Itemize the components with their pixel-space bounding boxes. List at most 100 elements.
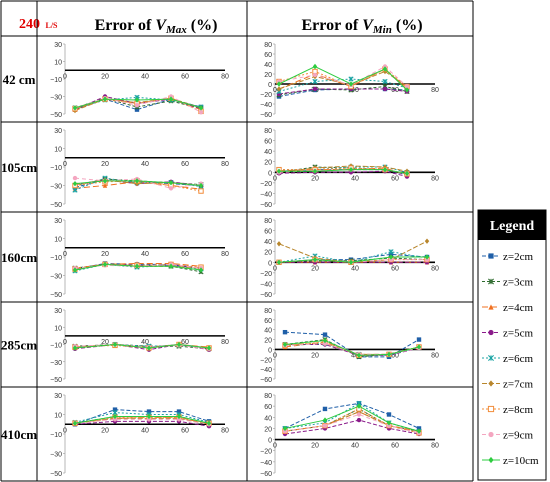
x-tick-label: 20 [101,427,109,434]
y-tick-label: −50 [50,292,62,299]
data-point [276,86,282,92]
data-point [388,254,394,260]
data-point [146,409,152,414]
x-tick-label: 60 [391,265,399,272]
x-tick-label: 20 [311,443,319,450]
x-tick-label: 60 [391,443,399,450]
y-tick-label: −30 [50,274,62,281]
y-tick-label: 80 [264,42,272,49]
data-point [322,417,328,423]
x-tick-label: 20 [101,161,109,168]
data-point [168,263,174,269]
y-tick-label: 10 [54,60,62,67]
series-line [74,177,202,189]
y-tick-label: −10 [50,432,62,439]
x-tick-label: 0 [63,339,67,346]
data-point [488,253,494,259]
series-line [74,263,202,271]
data-point [488,431,494,438]
y-tick-label: −20 [260,92,272,99]
y-tick-label: −60 [260,471,272,478]
x-tick-label: 40 [351,265,359,272]
y-tick-label: −20 [260,181,272,188]
data-point [382,66,388,72]
data-point [322,337,328,344]
y-tick-label: −40 [260,281,272,288]
x-tick-label: 80 [221,251,229,258]
series-line [284,339,420,358]
data-point [404,87,410,93]
data-point [382,78,388,85]
y-tick-label: −30 [50,360,62,367]
data-point [102,178,108,184]
data-point [404,84,410,89]
data-point [112,341,118,348]
data-point [282,429,288,434]
y-tick-label: −40 [260,460,272,467]
x-tick-label: 20 [311,265,319,272]
chart-0: 30 10 −10 −30 −50 0 20 40 60 80 [50,42,229,119]
data-point [282,341,288,348]
chart-8: 30 10 −10 −30 −50 0 20 40 60 80 [50,393,229,478]
legend-entry: z=5cm [503,328,533,340]
y-tick-label: −60 [260,112,272,119]
y-tick-label: 20 [264,72,272,79]
x-tick-label: 60 [181,251,189,258]
y-tick-label: 20 [264,250,272,257]
y-tick-label: −60 [260,292,272,299]
data-point [312,168,318,174]
x-tick-label: 0 [63,427,67,434]
data-point [382,166,388,173]
data-point [488,456,494,464]
data-point [72,187,78,193]
data-point [168,186,174,191]
x-tick-label: 80 [431,87,439,94]
legend-entry: z=10cm [503,455,539,467]
data-point [72,175,78,181]
row-label: 410cm [1,427,37,442]
data-point [487,405,495,413]
x-tick-label: 0 [63,73,67,80]
x-tick-label: 40 [141,161,149,168]
y-tick-label: 80 [264,393,272,400]
data-point [134,97,140,103]
legend-entry: z=9cm [503,430,533,442]
x-tick-label: 40 [351,443,359,450]
data-point [488,304,494,310]
data-point [176,341,182,348]
data-point [386,420,392,426]
series-line [74,343,210,350]
y-tick-label: 30 [54,393,62,400]
y-tick-label: 80 [264,218,272,225]
data-point [322,341,328,346]
y-tick-label: 40 [264,239,272,246]
data-point [176,409,182,414]
x-tick-label: 80 [221,427,229,434]
y-tick-label: 20 [264,338,272,345]
x-tick-label: 80 [221,73,229,80]
flow-value: 240 [19,17,40,32]
y-tick-label: 40 [264,149,272,156]
x-tick-label: 80 [431,352,439,359]
data-point [348,81,354,87]
data-point [322,332,328,337]
y-tick-label: 10 [54,237,62,244]
data-point [382,86,388,92]
y-tick-label: −20 [260,449,272,456]
data-point [198,105,204,111]
series-line [74,409,210,425]
y-tick-label: 0 [268,170,272,177]
x-tick-label: 0 [63,161,67,168]
y-tick-label: 10 [54,147,62,154]
data-point [416,426,422,431]
x-tick-label: 20 [101,251,109,258]
y-tick-label: 30 [54,218,62,225]
y-tick-label: 30 [54,308,62,315]
legend-entry: z=4cm [503,302,533,314]
data-point [168,96,174,102]
data-point [72,105,78,111]
data-point [72,345,78,351]
x-tick-label: 20 [101,73,109,80]
y-tick-label: −10 [50,77,62,84]
